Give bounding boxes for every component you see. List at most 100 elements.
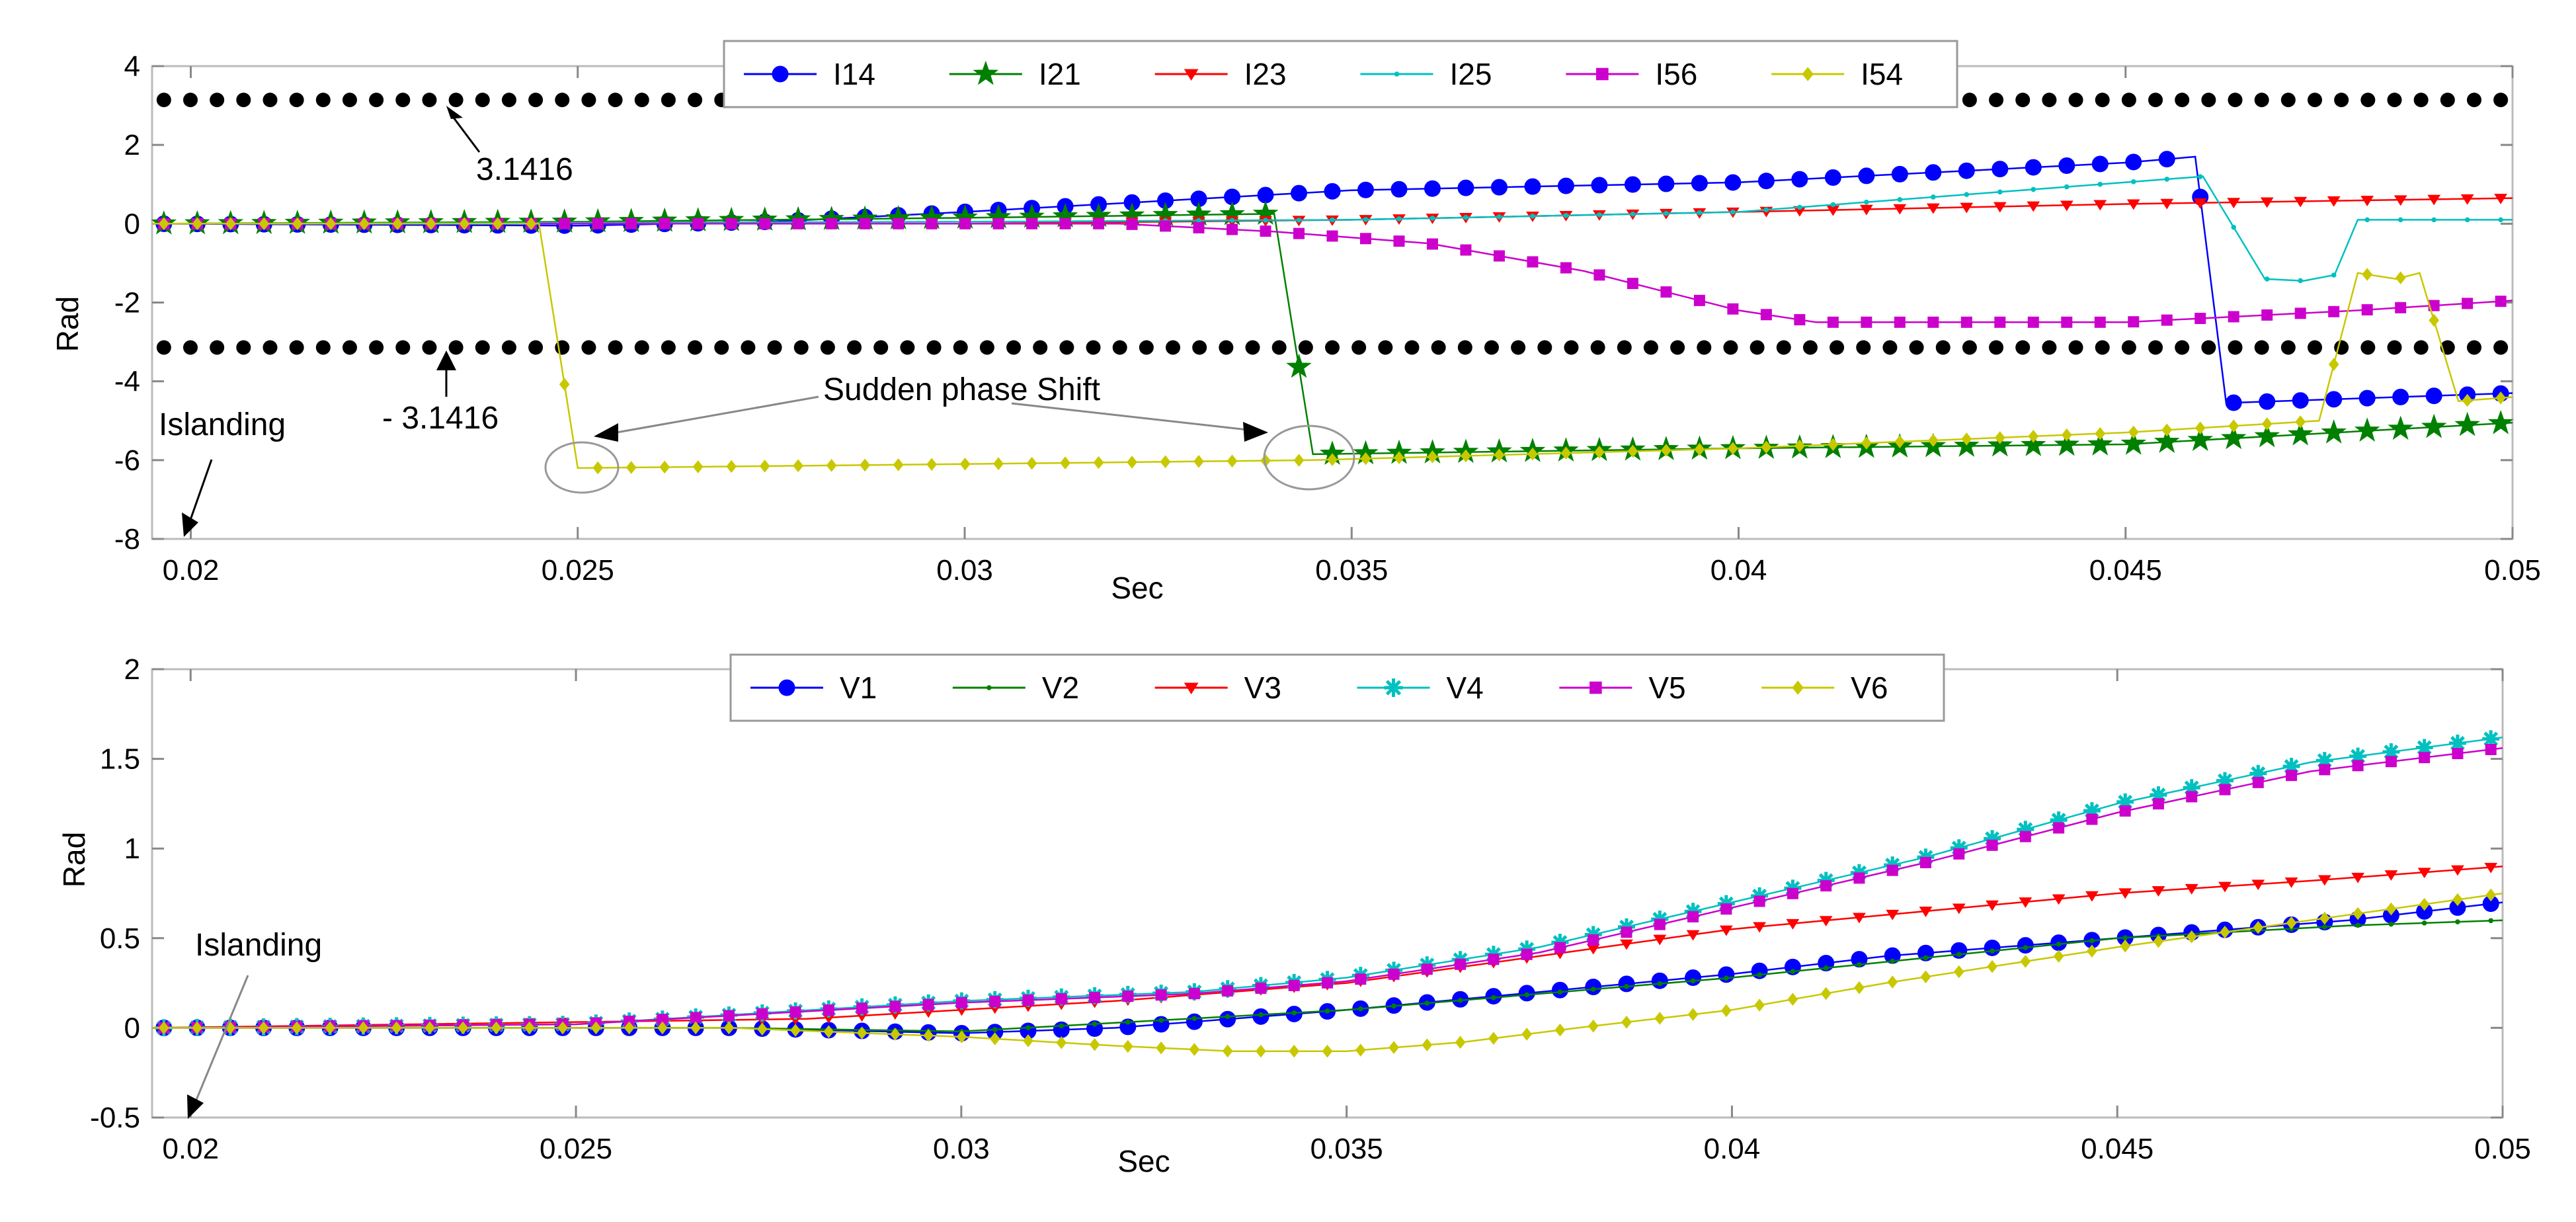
data-point-I23 (2427, 194, 2441, 206)
data-point-V6 (2353, 907, 2363, 920)
data-point-V5 (1687, 911, 1699, 922)
data-point-V4 (2415, 739, 2433, 756)
data-point-V5 (2186, 791, 2198, 803)
data-point-I54 (1060, 456, 1070, 469)
data-point-V2 (1590, 987, 1596, 992)
reference-line-pos-pi-dot (2493, 93, 2509, 108)
data-point-I21 (2287, 421, 2314, 446)
data-point-V5 (955, 997, 967, 1008)
reference-line-neg-pi-dot (2360, 340, 2376, 355)
data-point-V6 (1389, 1041, 1399, 1054)
data-point-V6 (1687, 1008, 1699, 1021)
reference-line-neg-pi-dot (2148, 340, 2163, 355)
data-point-I25 (2464, 217, 2470, 223)
data-point-V6 (2220, 925, 2230, 939)
reference-line-neg-pi-dot (2466, 340, 2481, 355)
data-point-V2 (1125, 1019, 1131, 1025)
data-point-I54 (2362, 268, 2373, 281)
reference-line-neg-pi-dot (183, 340, 198, 355)
data-point-I23 (1859, 204, 1873, 216)
data-point-V1 (1651, 972, 1668, 989)
data-point-V6 (1089, 1038, 1100, 1051)
data-point-I56 (1994, 316, 2006, 328)
top-y-axis-label: Rad (50, 296, 85, 352)
bottom-x-axis-label: Sec (1117, 1144, 1170, 1178)
data-point-V2 (1890, 958, 1896, 964)
data-point-I14 (1858, 167, 1875, 184)
data-point-I56 (2228, 311, 2239, 323)
legend-label-V5: V5 (1648, 671, 1685, 705)
reference-line-neg-pi-dot (2095, 340, 2110, 355)
reference-line-neg-pi-dot (369, 340, 384, 355)
data-point-V3 (2317, 875, 2331, 886)
data-point-I25 (2431, 217, 2436, 223)
data-point-V3 (1653, 934, 1667, 946)
data-point-I54 (2095, 427, 2106, 440)
data-point-V6 (657, 1021, 668, 1035)
reference-line-neg-pi-dot (900, 340, 915, 355)
data-point-I54 (1594, 446, 1605, 459)
data-point-V5 (1421, 963, 1433, 975)
data-point-V3 (1853, 913, 1866, 924)
data-point-V5 (1288, 979, 1300, 991)
data-point-V5 (1455, 958, 1467, 970)
reference-line-neg-pi-dot (1617, 340, 1632, 355)
data-point-V6 (1720, 1004, 1732, 1018)
reference-line-neg-pi-dot (1484, 340, 1499, 355)
data-point-V6 (358, 1021, 369, 1035)
data-point-I21 (2321, 419, 2347, 444)
reference-line-pos-pi-dot (210, 93, 225, 108)
legend-item-V5: V5 (1559, 671, 1686, 705)
reference-line-neg-pi-dot (741, 340, 756, 355)
bottom-x-tick-label: 0.02 (162, 1133, 219, 1165)
data-point-V5 (1388, 968, 1400, 980)
data-point-I25 (1196, 218, 1201, 224)
data-point-I14 (2125, 153, 2142, 171)
data-point-I14 (2292, 392, 2309, 409)
data-point-I14 (1624, 176, 1641, 193)
data-point-V6 (1289, 1044, 1300, 1058)
data-point-V6 (1654, 1012, 1666, 1025)
data-point-I14 (1824, 169, 1841, 186)
data-point-V5 (2485, 743, 2497, 755)
reference-line-neg-pi-dot (1511, 340, 1526, 355)
reference-line-neg-pi-dot (1802, 340, 1818, 355)
data-point-V3 (2118, 888, 2132, 899)
data-point-I25 (2197, 174, 2203, 179)
data-point-V5 (1521, 948, 1533, 960)
top-phase-angle-chart: 0.02 0.025 0.03 0.035 0.04 0.045 0.05 4 2 0 -2 -4 -6… (50, 40, 2541, 605)
data-point-I21 (2487, 409, 2514, 434)
top-x-tick-label: 0.02 (163, 554, 220, 587)
legend-label-V1: V1 (840, 671, 877, 705)
data-point-V6 (1787, 993, 1798, 1006)
data-point-V3 (1952, 903, 1966, 915)
reference-line-neg-pi-dot (2201, 340, 2216, 355)
reference-line-pos-pi-dot (2042, 93, 2057, 108)
data-point-V5 (1886, 864, 1898, 876)
data-point-I14 (2392, 388, 2409, 405)
reference-line-pos-pi-dot (608, 93, 623, 108)
reference-line-pos-pi-dot (555, 93, 570, 108)
data-point-I56 (1359, 233, 1371, 245)
data-point-I25 (1763, 207, 1769, 213)
data-point-V6 (1222, 1044, 1233, 1058)
data-point-I21 (1987, 432, 2013, 457)
data-point-I25 (2364, 217, 2370, 223)
data-point-V6 (2053, 950, 2064, 963)
data-point-I54 (926, 458, 937, 471)
data-point-V3 (2384, 870, 2398, 881)
data-point-I54 (592, 461, 604, 475)
data-point-I56 (725, 218, 737, 229)
reference-line-neg-pi-dot (2228, 340, 2243, 355)
data-point-I56 (1527, 256, 1539, 268)
reference-line-neg-pi-dot (1909, 340, 1924, 355)
reference-line-neg-pi-dot (979, 340, 994, 355)
data-point-I54 (1961, 432, 1972, 446)
data-point-V4 (2150, 786, 2167, 804)
reference-line-neg-pi-dot (661, 340, 676, 355)
data-point-V5 (1720, 903, 1732, 915)
data-point-I56 (926, 218, 938, 229)
data-point-I25 (1363, 217, 1369, 222)
bottom-y-tick-label: 0.5 (100, 922, 140, 955)
data-point-V4 (1950, 839, 1968, 857)
